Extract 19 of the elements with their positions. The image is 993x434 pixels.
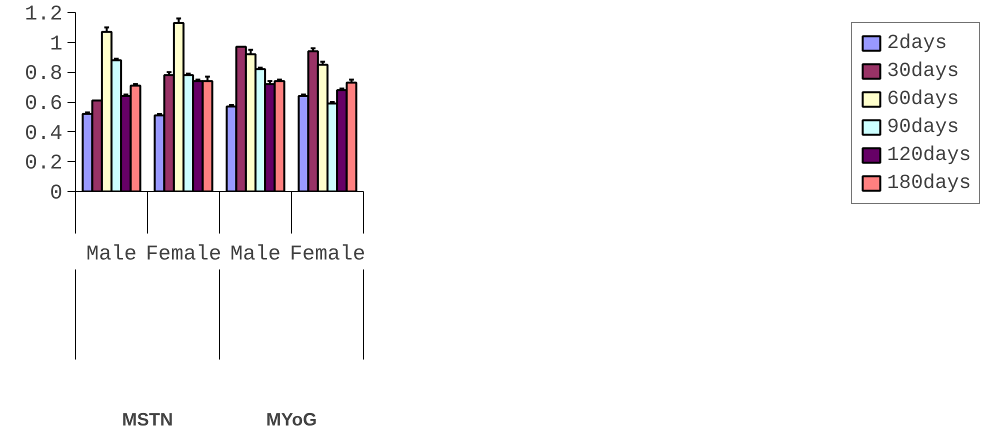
x-tick-label: Male [230, 244, 281, 266]
y-tick-label: 0 [50, 182, 63, 206]
y-tick-label: 0.8 [24, 63, 63, 86]
x-tick-label: Female [146, 244, 222, 266]
text: MYoG [266, 410, 317, 430]
y-tick-label: 1.2 [24, 4, 63, 26]
y-tick-label: 0.6 [24, 93, 63, 116]
legend-label: 60days [886, 87, 959, 111]
x-tick-label: Female [290, 244, 366, 266]
y-tick-label: 0.2 [24, 152, 63, 176]
legend-label: 2days [886, 31, 947, 55]
text: MSTN [122, 410, 174, 430]
y-tick-label: 0.4 [24, 122, 63, 146]
y-tick-label: 1 [50, 33, 63, 56]
x-tick-label: Male [86, 244, 137, 266]
legend-label: 90days [886, 115, 959, 139]
legend-label: 180days [886, 171, 971, 195]
legend-label: 30days [886, 59, 959, 83]
legend-label: 120days [886, 143, 971, 167]
